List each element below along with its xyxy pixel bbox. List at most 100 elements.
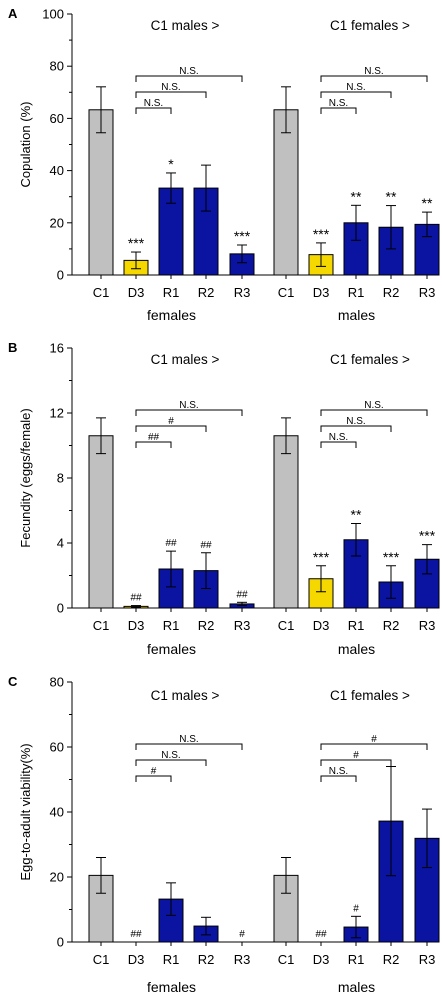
category-label: R2 xyxy=(383,618,400,633)
significance-mark: ## xyxy=(165,538,177,549)
y-tick-label: 16 xyxy=(50,341,64,356)
y-tick-label: 4 xyxy=(57,536,64,551)
y-tick-label: 0 xyxy=(57,601,64,616)
comparison-bracket xyxy=(135,743,243,750)
category-label: C1 xyxy=(278,952,295,967)
significance-mark: ** xyxy=(386,189,397,205)
comparison-bracket xyxy=(135,107,172,114)
category-label: D3 xyxy=(128,952,145,967)
significance-mark: ## xyxy=(200,540,212,551)
group-label: males xyxy=(338,641,375,657)
y-tick-label: 8 xyxy=(57,471,64,486)
category-label: R3 xyxy=(234,285,251,300)
comparison-label: N.S. xyxy=(161,82,180,93)
comparison-label: N.S. xyxy=(364,66,383,77)
panel-label: B xyxy=(8,340,17,355)
y-tick-label: 60 xyxy=(50,740,64,755)
comparison-bracket xyxy=(135,91,207,98)
y-tick-label: 20 xyxy=(50,870,64,885)
group-header: C1 females > xyxy=(330,688,410,703)
significance-mark: ## xyxy=(315,929,327,940)
significance-mark: *** xyxy=(128,235,145,251)
comparison-label: N.S. xyxy=(161,750,180,761)
comparison-bracket xyxy=(320,91,392,98)
comparison-bracket xyxy=(320,75,428,82)
group-label: females xyxy=(147,307,196,323)
comparison-label: # xyxy=(371,734,377,745)
bar xyxy=(88,109,114,276)
category-label: D3 xyxy=(128,285,145,300)
group-label: males xyxy=(338,307,375,323)
category-label: R3 xyxy=(419,285,436,300)
group-header: C1 females > xyxy=(330,352,410,367)
category-label: R2 xyxy=(383,952,400,967)
category-label: R3 xyxy=(419,618,436,633)
y-tick-label: 40 xyxy=(50,163,64,178)
comparison-label: N.S. xyxy=(179,734,198,745)
y-tick-label: 20 xyxy=(50,215,64,230)
comparison-bracket xyxy=(135,759,207,766)
category-label: C1 xyxy=(93,285,110,300)
category-label: R1 xyxy=(163,952,180,967)
comparison-label: N.S. xyxy=(329,98,348,109)
comparison-label: N.S. xyxy=(329,432,348,443)
comparison-bracket xyxy=(135,425,207,432)
y-tick-label: 80 xyxy=(50,675,64,690)
group-header: C1 males > xyxy=(151,688,220,703)
significance-mark: *** xyxy=(313,549,330,565)
significance-mark: * xyxy=(168,156,174,172)
category-label: R1 xyxy=(348,285,365,300)
significance-mark: *** xyxy=(383,549,400,565)
y-axis-label: Copulation (%) xyxy=(18,102,33,188)
category-label: R3 xyxy=(234,618,251,633)
category-label: R1 xyxy=(348,952,365,967)
comparison-bracket xyxy=(320,775,357,782)
comparison-bracket xyxy=(135,441,172,448)
comparison-bracket xyxy=(320,425,392,432)
significance-mark: # xyxy=(353,903,359,914)
comparison-label: # xyxy=(168,416,174,427)
y-tick-label: 12 xyxy=(50,406,64,421)
significance-mark: ** xyxy=(351,188,362,204)
group-header: C1 males > xyxy=(151,18,220,33)
category-label: C1 xyxy=(278,618,295,633)
y-tick-label: 0 xyxy=(57,935,64,950)
category-label: D3 xyxy=(313,618,330,633)
significance-mark: ** xyxy=(351,507,362,523)
category-label: R2 xyxy=(198,952,215,967)
category-label: R1 xyxy=(163,618,180,633)
category-label: D3 xyxy=(128,618,145,633)
group-header: C1 females > xyxy=(330,18,410,33)
y-axis-label: Fecundity (eggs/female) xyxy=(18,408,33,547)
category-label: C1 xyxy=(93,618,110,633)
bar xyxy=(88,435,114,609)
comparison-label: N.S. xyxy=(179,66,198,77)
comparison-label: N.S. xyxy=(329,766,348,777)
comparison-bracket xyxy=(135,409,243,416)
significance-mark: *** xyxy=(234,228,251,244)
bar xyxy=(273,109,299,276)
group-label: males xyxy=(338,979,375,995)
category-label: C1 xyxy=(278,285,295,300)
significance-mark: ** xyxy=(422,195,433,211)
y-tick-label: 40 xyxy=(50,805,64,820)
comparison-bracket xyxy=(320,743,428,750)
comparison-label: # xyxy=(353,750,359,761)
comparison-bracket xyxy=(320,759,392,766)
y-tick-label: 0 xyxy=(57,268,64,283)
significance-mark: ## xyxy=(236,589,248,600)
category-label: R3 xyxy=(419,952,436,967)
comparison-label: N.S. xyxy=(144,98,163,109)
comparison-bracket xyxy=(320,409,428,416)
y-tick-label: 60 xyxy=(50,111,64,126)
significance-mark: *** xyxy=(313,226,330,242)
comparison-bracket xyxy=(320,107,357,114)
panel-label: A xyxy=(8,6,18,21)
y-tick-label: 80 xyxy=(50,59,64,74)
bar xyxy=(273,435,299,609)
comparison-label: N.S. xyxy=(364,400,383,411)
category-label: R1 xyxy=(348,618,365,633)
comparison-bracket xyxy=(320,441,357,448)
significance-mark: ## xyxy=(130,929,142,940)
significance-mark: ## xyxy=(130,593,142,604)
